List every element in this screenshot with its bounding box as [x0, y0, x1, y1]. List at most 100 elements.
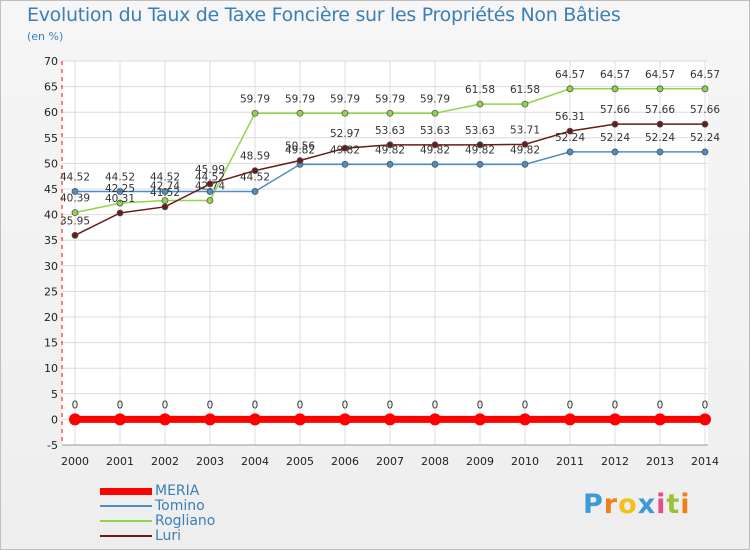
y-tick-label: 40	[44, 209, 58, 222]
y-tick-label: 5	[51, 388, 58, 401]
data-label-tomino: 52.24	[645, 132, 675, 144]
data-point-tomino	[476, 160, 484, 168]
x-tick-label: 2014	[691, 455, 719, 468]
data-point-meria	[564, 413, 576, 426]
data-label-meria: 0	[117, 399, 124, 411]
data-label-luri: 45.99	[195, 164, 225, 176]
x-tick-label: 2004	[241, 455, 269, 468]
data-point-luri	[431, 141, 439, 149]
data-label-luri: 35.95	[60, 215, 90, 227]
data-point-rogliano	[701, 85, 709, 93]
data-point-meria	[159, 413, 171, 426]
data-point-rogliano	[431, 109, 439, 117]
data-point-tomino	[251, 188, 259, 195]
data-label-meria: 0	[252, 399, 259, 411]
data-point-rogliano	[656, 85, 664, 93]
y-tick-label: 25	[44, 285, 58, 298]
data-label-luri: 57.66	[600, 104, 630, 116]
data-label-tomino: 49.82	[330, 144, 360, 156]
legend-swatch-rogliano	[100, 520, 152, 522]
data-label-meria: 0	[432, 399, 439, 411]
data-label-luri: 53.71	[510, 124, 540, 136]
y-tick-label: 15	[44, 337, 58, 350]
data-point-luri	[161, 203, 169, 211]
data-label-luri: 41.52	[150, 187, 180, 199]
legend-swatch-meria	[100, 488, 152, 495]
data-label-luri: 57.66	[690, 104, 720, 116]
data-label-rogliano: 40.39	[60, 193, 90, 205]
data-label-tomino: 44.52	[105, 171, 135, 183]
data-point-meria	[384, 413, 396, 426]
data-label-tomino: 44.52	[150, 171, 180, 183]
data-label-meria: 0	[297, 399, 304, 411]
data-point-tomino	[521, 160, 529, 168]
data-label-rogliano: 42.74	[195, 181, 225, 193]
data-label-tomino: 44.52	[195, 171, 225, 183]
data-point-meria	[609, 413, 621, 426]
data-label-rogliano: 42.74	[150, 181, 180, 193]
data-label-luri: 53.63	[465, 125, 495, 137]
data-point-tomino	[611, 148, 619, 156]
legend-swatch-tomino	[100, 505, 152, 507]
x-tick-label: 2012	[601, 455, 629, 468]
chart-title: Evolution du Taux de Taxe Foncière sur l…	[27, 4, 621, 26]
x-tick-label: 2013	[646, 455, 674, 468]
y-tick-label: 20	[44, 311, 58, 324]
data-label-rogliano: 64.57	[645, 69, 675, 81]
data-label-tomino: 49.82	[285, 144, 315, 156]
y-tick-label: 60	[44, 106, 58, 119]
data-label-meria: 0	[567, 399, 574, 411]
data-point-meria	[474, 413, 486, 426]
data-label-meria: 0	[702, 399, 709, 411]
data-point-luri	[341, 144, 349, 152]
x-tick-label: 2005	[286, 455, 314, 468]
data-label-tomino: 49.82	[420, 144, 450, 156]
data-label-meria: 0	[387, 399, 394, 411]
data-label-tomino: 44.52	[240, 171, 270, 183]
chart-subtitle: (en %)	[27, 30, 64, 43]
data-point-rogliano	[386, 109, 394, 117]
data-label-rogliano: 61.58	[510, 84, 540, 96]
data-label-tomino: 49.82	[465, 144, 495, 156]
data-point-meria	[204, 413, 216, 426]
y-tick-label: 55	[44, 132, 58, 145]
data-label-tomino: 52.24	[555, 132, 585, 144]
data-label-meria: 0	[342, 399, 349, 411]
data-point-luri	[71, 231, 79, 239]
data-point-tomino	[206, 188, 214, 195]
data-label-tomino: 52.24	[690, 132, 720, 144]
data-label-rogliano: 59.79	[240, 93, 270, 105]
line-chart: -5 0 5 10 15 20 25 30 35 40 45 50 55 60 65 70 2000 2001 20…	[44, 55, 720, 468]
x-tick-label: 2011	[556, 455, 584, 468]
data-label-luri: 53.63	[375, 125, 405, 137]
data-label-luri: 50.56	[285, 141, 315, 153]
data-label-rogliano: 64.57	[555, 69, 585, 81]
data-label-tomino: 44.52	[60, 171, 90, 183]
data-point-meria	[339, 413, 351, 426]
legend-label-meria: MERIA	[155, 483, 200, 499]
data-label-rogliano: 59.79	[330, 93, 360, 105]
data-point-luri	[476, 141, 484, 149]
data-label-meria: 0	[522, 399, 529, 411]
data-point-luri	[296, 157, 304, 164]
data-label-rogliano: 59.79	[285, 93, 315, 105]
data-point-meria	[519, 413, 531, 426]
y-tick-label: 35	[44, 234, 58, 247]
legend-label-luri: Luri	[155, 528, 182, 544]
y-tick-label: 10	[44, 362, 58, 375]
data-point-meria	[249, 413, 261, 426]
x-tick-label: 2010	[511, 455, 539, 468]
y-tick-label: 50	[44, 157, 58, 170]
data-label-rogliano: 42.25	[105, 183, 135, 195]
data-label-rogliano: 64.57	[690, 69, 720, 81]
data-label-tomino: 49.82	[375, 144, 405, 156]
x-tick-label: 2000	[61, 455, 89, 468]
data-point-rogliano	[71, 209, 79, 217]
data-label-rogliano: 64.57	[600, 69, 630, 81]
data-point-tomino	[431, 160, 439, 168]
data-point-tomino	[386, 160, 394, 168]
data-point-luri	[116, 209, 124, 217]
data-point-tomino	[116, 188, 124, 195]
data-point-luri	[521, 141, 529, 148]
data-point-tomino	[701, 148, 709, 156]
